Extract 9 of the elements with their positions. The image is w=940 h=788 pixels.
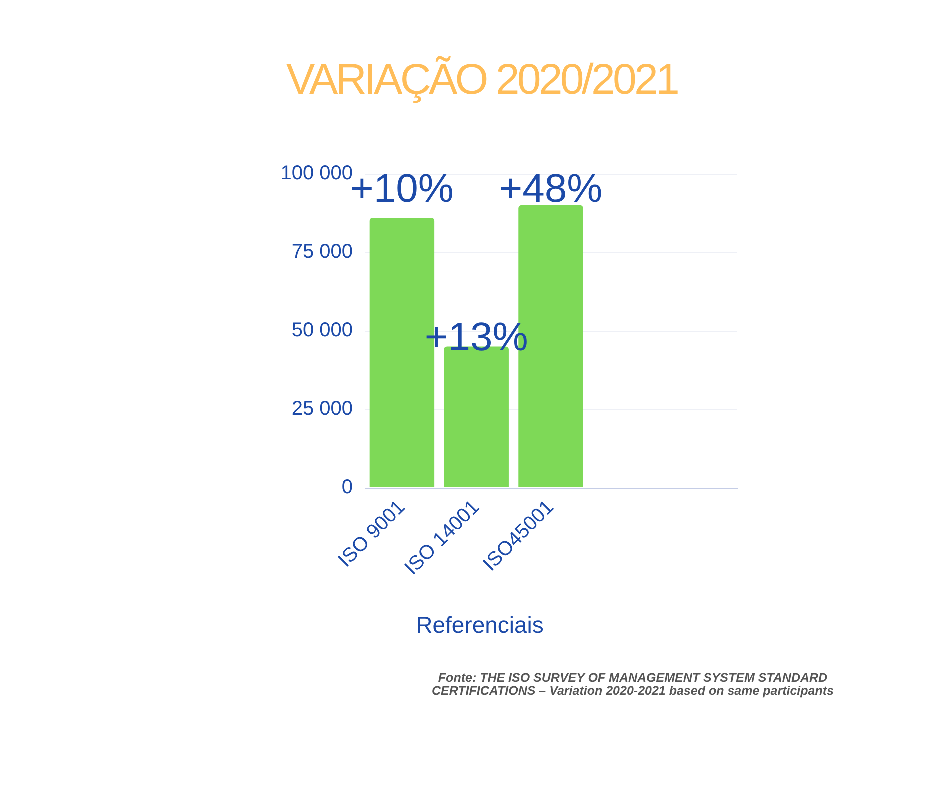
y-tick-label: 25 000 (292, 398, 353, 420)
y-tick-label: 100 000 (280, 162, 353, 185)
y-tick-label: 75 000 (292, 241, 353, 264)
annotation: +48% (499, 167, 603, 212)
chart-title: VARIAÇÃO 2020/2021 (285, 55, 679, 106)
source-note: Fonte: THE ISO SURVEY OF MANAGEMENT SYSTEM STANDARD CERTIFICATIONS – Variation 2020-2021 based on same participants (431, 671, 835, 698)
y-tick-label: 50 000 (292, 320, 353, 342)
y-tick-label: 0 (342, 476, 353, 499)
x-axis-title: Referenciais (415, 611, 545, 639)
